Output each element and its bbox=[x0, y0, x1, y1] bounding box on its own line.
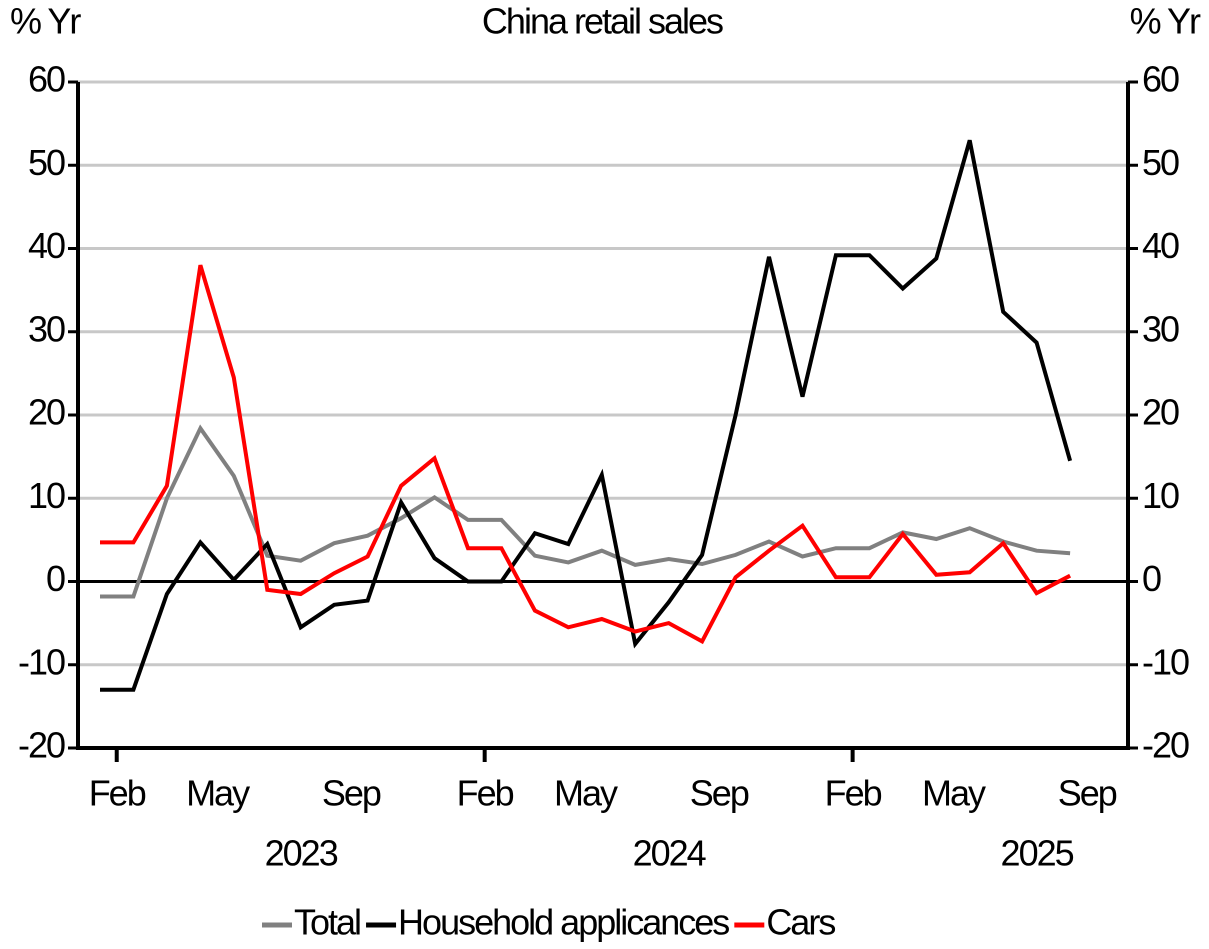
y-tick-label: 30 bbox=[28, 308, 65, 349]
y2-tick-label: -10 bbox=[1142, 641, 1189, 682]
y-tick-label: 60 bbox=[28, 59, 65, 100]
chart-title: China retail sales bbox=[482, 1, 723, 42]
x-year-label: 2023 bbox=[265, 833, 338, 874]
x-tick-label: May bbox=[554, 773, 618, 814]
y2-tick-label: 30 bbox=[1142, 308, 1179, 349]
legend-label: Total bbox=[294, 902, 360, 943]
x-tick-label: Feb bbox=[825, 773, 882, 814]
x-year-label: 2024 bbox=[633, 833, 706, 874]
y2-axis-label: % Yr bbox=[1130, 1, 1201, 42]
x-tick-label: May bbox=[186, 773, 250, 814]
x-tick-label: Sep bbox=[322, 773, 381, 814]
y-axis-label: % Yr bbox=[10, 1, 81, 42]
series-line bbox=[100, 264, 1072, 645]
y2-tick-label: 0 bbox=[1142, 558, 1161, 599]
y2-tick-label: -20 bbox=[1142, 725, 1189, 766]
y2-tick-label: 20 bbox=[1142, 392, 1179, 433]
y2-tick-label: 60 bbox=[1142, 59, 1179, 100]
y2-tick-label: 10 bbox=[1142, 475, 1179, 516]
x-tick-label: Sep bbox=[690, 773, 749, 814]
y-tick-label: 10 bbox=[28, 475, 65, 516]
y-tick-label: 0 bbox=[46, 558, 65, 599]
y-tick-label: -10 bbox=[18, 641, 65, 682]
y-tick-label: 20 bbox=[28, 392, 65, 433]
y2-tick-label: 40 bbox=[1142, 225, 1179, 266]
legend-label: Household applicances bbox=[398, 902, 729, 943]
x-tick-label: Feb bbox=[457, 773, 514, 814]
y2-tick-label: 50 bbox=[1142, 142, 1179, 183]
y-tick-label: -20 bbox=[18, 725, 65, 766]
x-year-label: 2025 bbox=[1001, 833, 1074, 874]
y-tick-label: 50 bbox=[28, 142, 65, 183]
x-tick-label: Sep bbox=[1058, 773, 1117, 814]
y-tick-label: 40 bbox=[28, 225, 65, 266]
x-tick-label: Feb bbox=[89, 773, 146, 814]
legend-label: Cars bbox=[766, 902, 835, 943]
x-tick-label: May bbox=[922, 773, 986, 814]
